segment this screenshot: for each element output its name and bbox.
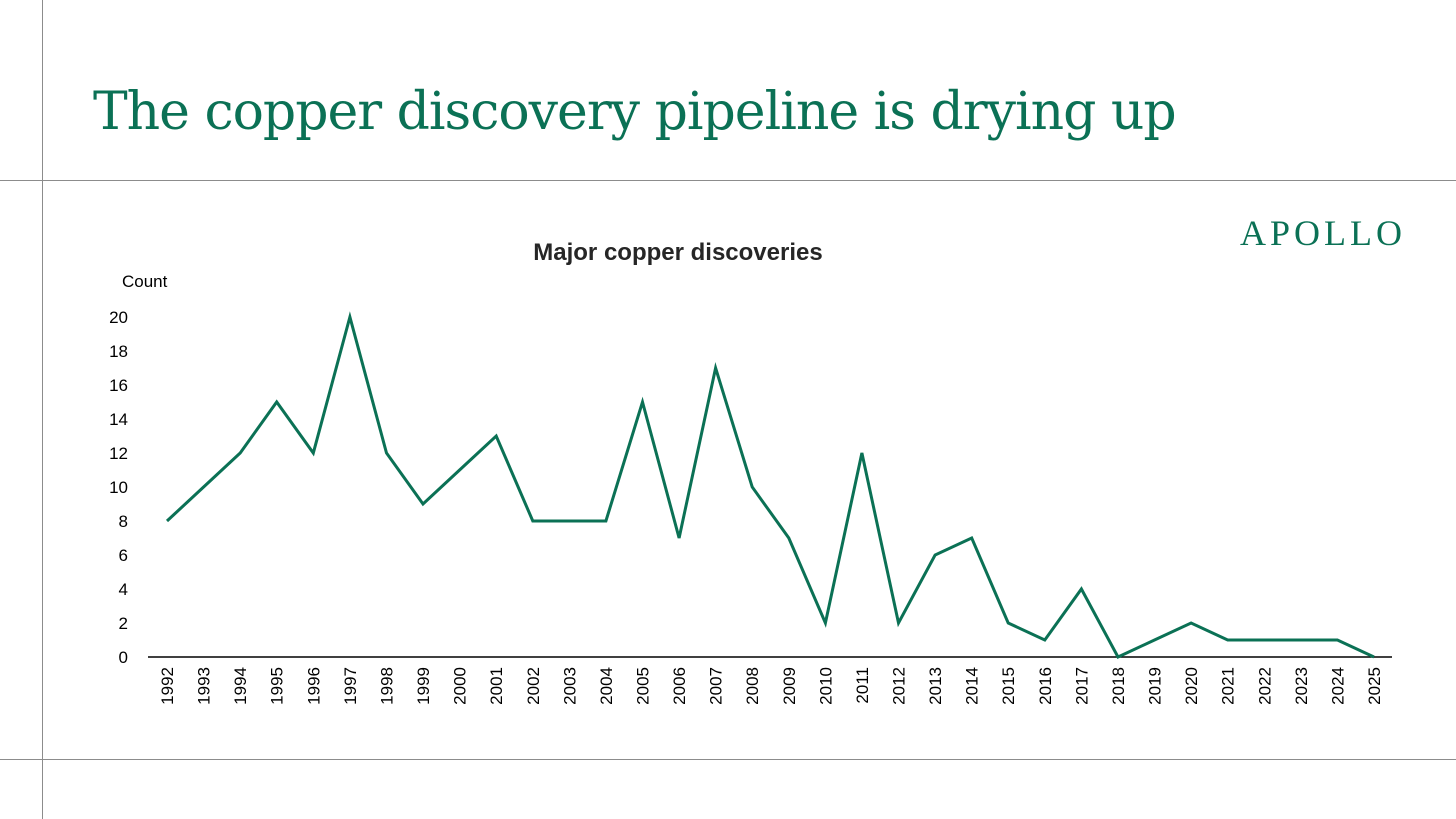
x-tick-label: 2015 (999, 667, 1018, 705)
x-tick-label: 2021 (1219, 667, 1238, 705)
x-tick-label: 2025 (1365, 667, 1384, 705)
chart-title: Major copper discoveries (533, 239, 822, 266)
y-tick-label: 0 (119, 648, 128, 667)
series-line (165, 311, 1375, 659)
x-tick-label: 2010 (816, 667, 835, 705)
frame-vertical-line (42, 0, 43, 819)
x-tick-label: 1999 (414, 667, 433, 705)
x-tick-label: 1993 (195, 667, 214, 705)
x-tick-label: 2001 (487, 667, 506, 705)
x-tick-label: 2019 (1146, 667, 1165, 705)
x-tick-label: 2003 (560, 667, 579, 705)
y-tick-label: 6 (119, 546, 128, 565)
y-tick-label: 16 (109, 376, 128, 395)
x-tick-label: 2002 (524, 667, 543, 705)
y-axis-label: Count (122, 272, 168, 291)
x-tick-label: 2009 (780, 667, 799, 705)
y-tick-label: 8 (119, 512, 128, 531)
x-tick-label: 2008 (743, 667, 762, 705)
y-tick-label: 18 (109, 342, 128, 361)
x-tick-label: 1994 (231, 667, 250, 705)
y-tick-label: 12 (109, 444, 128, 463)
apollo-logo: APOLLO (1240, 213, 1406, 253)
page-title: The copper discovery pipeline is drying … (93, 82, 1177, 142)
x-tick-label: 2020 (1182, 667, 1201, 705)
x-tick-label: 2011 (853, 667, 872, 704)
y-tick-label: 10 (109, 478, 128, 497)
y-tick-label: 14 (109, 410, 128, 429)
y-tick-label: 4 (119, 580, 128, 599)
x-tick-label: 2000 (451, 667, 470, 705)
x-tick-label: 2018 (1109, 667, 1128, 705)
x-tick-label: 1998 (377, 667, 396, 705)
x-tick-label: 2024 (1328, 667, 1347, 705)
y-tick-label: 20 (109, 308, 128, 327)
x-tick-label: 1996 (304, 667, 323, 705)
x-tick-label: 2014 (963, 667, 982, 705)
x-tick-label: 2004 (597, 667, 616, 705)
x-tick-label: 2005 (633, 667, 652, 705)
y-tick-label: 2 (119, 614, 128, 633)
x-tick-label: 2022 (1255, 667, 1274, 705)
x-tick-label: 2023 (1292, 667, 1311, 705)
x-tick-label: 2016 (1036, 667, 1055, 705)
x-tick-label: 1995 (268, 667, 287, 705)
frame-bottom-divider (0, 759, 1456, 760)
x-tick-label: 2013 (926, 667, 945, 705)
x-tick-label: 2007 (707, 667, 726, 705)
x-tick-label: 1997 (341, 667, 360, 705)
frame-top-divider (0, 180, 1456, 181)
x-tick-label: 2006 (670, 667, 689, 705)
x-tick-label: 2012 (890, 667, 909, 705)
x-tick-label: 1992 (158, 667, 177, 705)
x-tick-label: 2017 (1072, 667, 1091, 705)
